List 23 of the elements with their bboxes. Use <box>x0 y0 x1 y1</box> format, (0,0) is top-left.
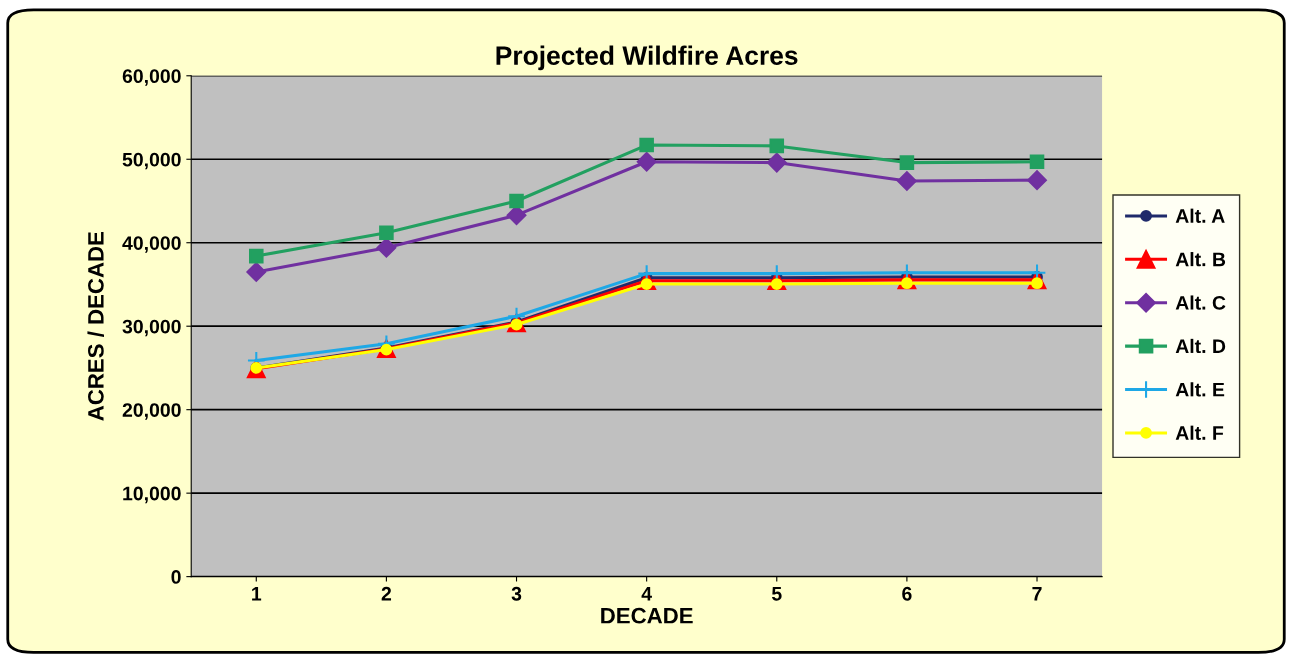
y-tick-label: 40,000 <box>122 236 181 253</box>
x-tick-label: 2 <box>381 586 392 601</box>
x-tick-label: 5 <box>771 587 782 601</box>
y-tick-label: 60,000 <box>122 69 181 86</box>
y-tick-label: 50,000 <box>122 152 181 170</box>
x-axis-title: DECADE <box>601 607 693 624</box>
legend-label: Alt. A <box>1175 208 1225 223</box>
x-tick-label: 7 <box>1032 587 1042 601</box>
y-tick-label: 30,000 <box>122 319 181 337</box>
legend-label: Alt. C <box>1175 295 1226 310</box>
legend-label: Alt. D <box>1175 338 1226 354</box>
x-tick-label: 3 <box>511 586 522 601</box>
chart-title: Projected Wildfire Acres <box>496 45 798 71</box>
y-tick-label: 10,000 <box>123 486 181 504</box>
y-tick-label: 0 <box>171 570 181 584</box>
y-tick-label: 20,000 <box>122 403 181 420</box>
x-tick-label: 1 <box>252 587 262 601</box>
y-axis-title: ACRES / DECADE <box>87 232 104 421</box>
legend-label: Alt. F <box>1175 425 1224 440</box>
x-tick-label: 4 <box>641 587 652 601</box>
x-tick-label: 6 <box>902 586 912 601</box>
legend-label: Alt. E <box>1175 382 1225 397</box>
legend-label: Alt. B <box>1175 252 1226 267</box>
